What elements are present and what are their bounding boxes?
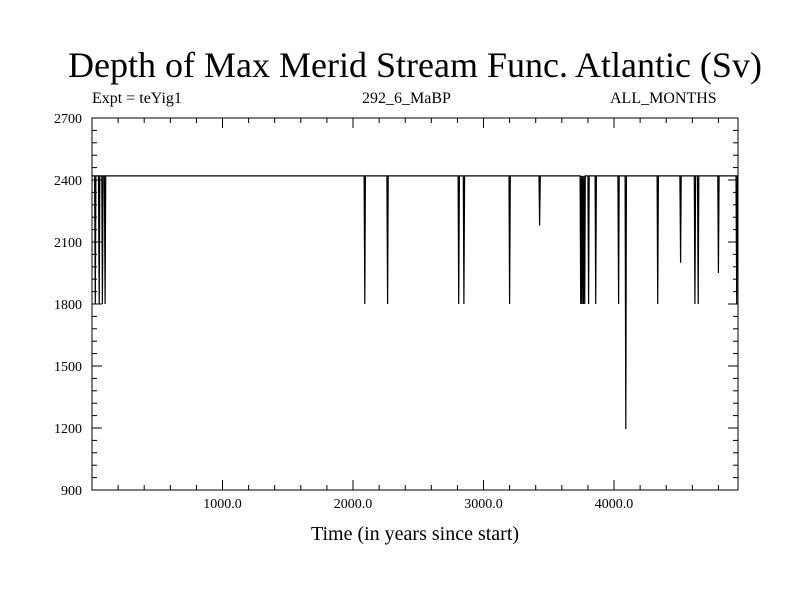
y-tick-label: 2400	[54, 174, 82, 189]
x-tick-label: 1000.0	[203, 497, 242, 512]
experiment-label: Expt = teYig1	[92, 90, 182, 107]
y-tick-label: 1500	[54, 360, 82, 375]
y-tick-label: 1200	[54, 422, 82, 437]
run-label: 292_6_MaBP	[362, 90, 451, 107]
plot-frame	[91, 117, 739, 491]
axis-ticks	[92, 117, 738, 491]
months-label: ALL_MONTHS	[610, 90, 717, 107]
y-tick-label: 900	[61, 484, 82, 499]
y-tick-label: 1800	[54, 298, 82, 313]
x-tick-label: 2000.0	[334, 497, 373, 512]
y-tick-label: 2700	[54, 112, 82, 127]
chart-title: Depth of Max Merid Stream Func. Atlantic…	[68, 45, 762, 85]
x-axis-title: Time (in years since start)	[311, 523, 519, 545]
x-tick-label: 4000.0	[595, 497, 634, 512]
x-tick-label: 3000.0	[464, 497, 503, 512]
y-tick-label: 2100	[54, 236, 82, 251]
tick-labels: 1000.0 2000.0 3000.0 4000.0 900 1200 1500 1800 2…	[54, 112, 633, 512]
series-line	[92, 175, 738, 430]
